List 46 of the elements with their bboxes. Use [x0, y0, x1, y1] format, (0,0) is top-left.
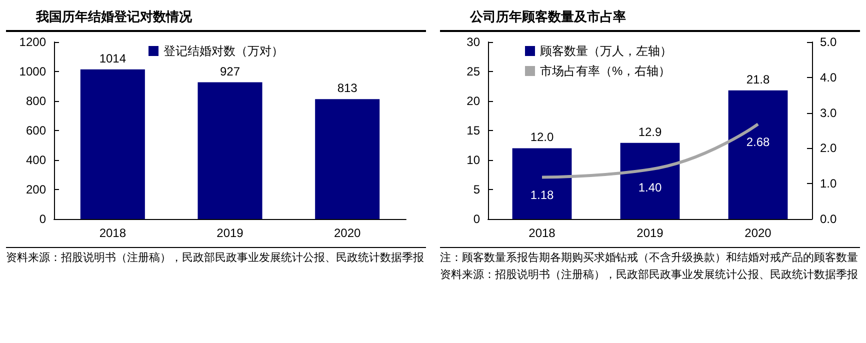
y-tick-label: 15: [466, 124, 480, 138]
data-label: 12.0: [530, 130, 554, 144]
y2-tick-label: 2.0: [820, 141, 838, 156]
y-tick-label: 30: [466, 35, 480, 49]
bar: [728, 90, 788, 219]
y-tick-label: 400: [26, 153, 46, 167]
bar: [620, 142, 680, 219]
y2-tick-label: 5.0: [820, 35, 838, 49]
chart-title: 公司历年顾客数量及市占率: [440, 4, 860, 32]
legend-label: 顾客数量（万人，左轴）: [540, 44, 672, 58]
y2-tick-label: 0.0: [820, 212, 838, 226]
x-tick-label: 2019: [216, 226, 244, 240]
y-tick-label: 25: [466, 64, 480, 78]
y-tick-label: 0: [39, 212, 46, 226]
text: 注：顾客数量系报告期各期购买求婚钻戒（不含升级换款）和结婚对戒产品的顾客数量: [440, 250, 859, 265]
y-tick-label: 5: [473, 182, 480, 196]
legend-label: 市场占有率（%，右轴）: [540, 64, 671, 78]
x-tick-label: 2020: [744, 226, 772, 240]
text: 资料来源：招股说明书（注册稿），民政部民政事业发展统计公报、民政统计数据季报: [6, 250, 425, 265]
x-tick-label: 2018: [528, 226, 556, 240]
x-tick-label: 2019: [636, 226, 664, 240]
data-label: 1.18: [530, 188, 554, 202]
data-label: 1014: [99, 51, 126, 66]
y-tick-label: 600: [26, 124, 46, 138]
x-tick-label: 2018: [99, 226, 126, 240]
y-tick-label: 1200: [19, 35, 46, 49]
y-tick-label: 10: [466, 153, 480, 167]
bar: [512, 148, 572, 219]
chart-title: 我国历年结婚登记对数情况: [6, 4, 426, 32]
y2-tick-label: 4.0: [820, 70, 838, 84]
data-label: 2.68: [746, 135, 770, 150]
y-tick-label: 20: [466, 94, 480, 108]
x-tick-label: 2020: [334, 226, 362, 240]
y-tick-label: 200: [26, 182, 46, 196]
data-label: 12.9: [638, 124, 662, 139]
text: 资料来源：招股说明书（注册稿），民政部民政事业发展统计公报、民政统计数据季报: [440, 267, 859, 282]
y2-tick-label: 3.0: [820, 106, 838, 120]
y-tick-label: 1000: [19, 64, 46, 78]
data-label: 813: [337, 81, 358, 96]
y2-tick-label: 1.0: [820, 176, 838, 191]
legend-label: 登记结婚对数（万对）: [164, 44, 284, 58]
data-label: 21.8: [746, 72, 770, 86]
y-tick-label: 0: [473, 212, 480, 226]
y-tick-label: 800: [26, 94, 46, 108]
data-label: 1.40: [638, 180, 662, 194]
data-label: 927: [220, 64, 240, 78]
